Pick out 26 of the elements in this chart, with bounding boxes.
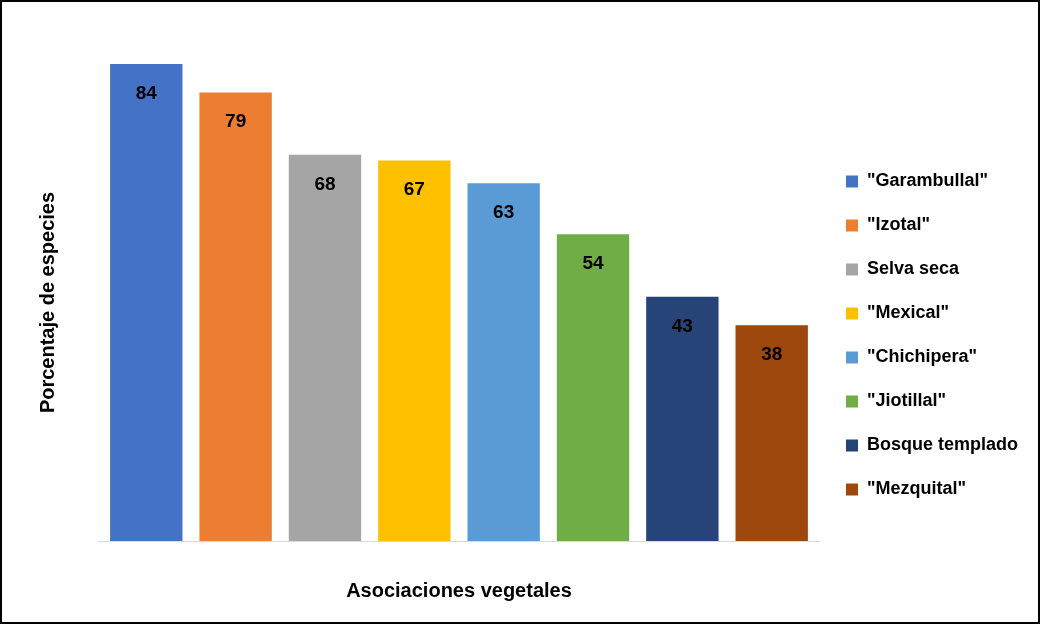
- legend-label: "Mezquital": [866, 478, 967, 499]
- bar: [735, 325, 808, 541]
- legend-label: "Mexical": [866, 302, 950, 323]
- legend-label: Bosque templado: [866, 434, 1018, 455]
- bar: [646, 296, 719, 541]
- legend-label: "Garambullal": [866, 170, 989, 191]
- data-label: 79: [225, 110, 247, 132]
- legend-label: Selva seca: [866, 258, 961, 279]
- data-label: 38: [761, 342, 783, 364]
- bar: [378, 160, 451, 541]
- bar: [556, 234, 630, 541]
- data-label: 43: [671, 314, 693, 336]
- y-axis-title: Porcentaje de especies: [35, 191, 58, 414]
- legend-label: "Jiotillal": [866, 390, 947, 411]
- data-label: 84: [135, 81, 158, 103]
- data-label: 54: [582, 252, 605, 274]
- bar: [288, 154, 362, 541]
- legend-label: "Chichipera": [866, 346, 978, 367]
- legend-label: "Izotal": [866, 214, 931, 235]
- data-label: 67: [403, 178, 425, 200]
- data-label: 68: [314, 172, 336, 194]
- x-axis-title: Asociaciones vegetales: [346, 578, 572, 601]
- bar: [467, 183, 540, 541]
- bar: [199, 92, 272, 541]
- bar: [110, 64, 183, 541]
- data-label: 63: [493, 200, 515, 222]
